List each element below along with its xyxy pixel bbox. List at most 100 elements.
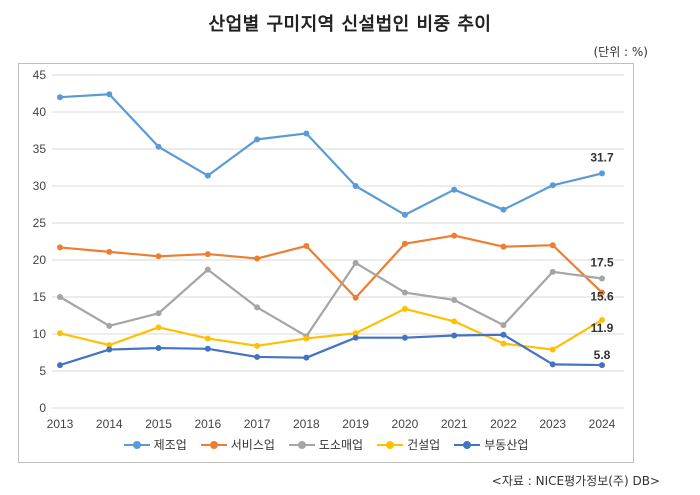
- data-point: [204, 335, 211, 342]
- data-point: [57, 362, 63, 369]
- data-point: [352, 334, 359, 341]
- data-point: [401, 305, 408, 312]
- legend-label: 제조업: [153, 438, 187, 452]
- data-point: [401, 240, 408, 247]
- legend-item: 부동산업: [454, 436, 528, 453]
- data-point: [500, 206, 507, 213]
- data-point: [352, 330, 359, 337]
- data-point: [451, 296, 458, 303]
- data-point: [401, 211, 408, 218]
- data-point: [155, 253, 162, 260]
- data-point: [599, 316, 605, 323]
- y-tick-label: 35: [33, 142, 47, 156]
- series-line-1: [59, 234, 603, 299]
- data-point: [303, 130, 310, 137]
- data-point: [155, 143, 162, 150]
- data-point: [352, 259, 359, 266]
- data-point: [500, 322, 507, 329]
- y-tick-label: 20: [33, 253, 47, 267]
- legend-label: 서비스업: [230, 438, 275, 452]
- y-tick-label: 0: [39, 401, 46, 415]
- y-tick-label: 45: [33, 68, 47, 82]
- data-point: [352, 183, 359, 189]
- data-point: [106, 346, 113, 353]
- data-label: 31.7: [590, 150, 614, 164]
- x-tick-label: 2016: [194, 417, 221, 431]
- data-point: [204, 251, 211, 258]
- data-point: [500, 340, 507, 347]
- legend-swatch: [377, 439, 404, 451]
- data-point: [57, 294, 63, 300]
- data-point: [254, 136, 261, 143]
- data-point: [155, 324, 162, 331]
- legend-item: 도소매업: [288, 436, 364, 453]
- data-point: [451, 186, 458, 193]
- x-tick-label: 2019: [342, 417, 369, 431]
- data-point: [303, 354, 310, 361]
- data-point: [303, 242, 310, 249]
- data-point: [352, 294, 359, 301]
- x-tick-label: 2017: [244, 417, 271, 431]
- unit-label: (단위 : %): [593, 45, 648, 59]
- series-line-3: [59, 307, 603, 351]
- data-point: [204, 345, 211, 352]
- data-label: 11.9: [591, 321, 614, 335]
- x-tick-label: 2023: [539, 417, 566, 431]
- data-point: [599, 170, 605, 177]
- data-point: [155, 310, 162, 317]
- data-point: [106, 322, 113, 329]
- y-tick-label: 25: [33, 216, 47, 230]
- legend-swatch: [454, 439, 481, 451]
- data-point: [500, 331, 507, 338]
- data-point: [155, 345, 162, 352]
- data-point: [451, 232, 458, 239]
- x-tick-label: 2015: [145, 417, 172, 431]
- data-label: 5.8: [594, 348, 611, 362]
- data-point: [106, 248, 113, 255]
- y-tick-label: 15: [33, 290, 47, 304]
- x-tick-label: 2014: [96, 417, 123, 431]
- chart-legend: 제조업 서비스업 도소매업 건설업 부동산업: [18, 436, 634, 453]
- data-point: [303, 335, 310, 342]
- data-point: [254, 304, 261, 311]
- data-point: [254, 255, 261, 262]
- y-tick-label: 30: [33, 179, 47, 193]
- data-point: [549, 182, 556, 189]
- data-point: [549, 361, 556, 368]
- y-tick-label: 10: [33, 327, 47, 341]
- data-point: [599, 362, 605, 369]
- data-point: [401, 289, 408, 296]
- legend-item: 제조업: [123, 436, 187, 453]
- data-point: [451, 332, 458, 339]
- x-tick-label: 2021: [441, 417, 468, 431]
- legend-swatch: [288, 439, 315, 451]
- legend-swatch: [200, 439, 227, 451]
- source-note: <자료 : NICE평가정보(주) DB>: [491, 474, 660, 488]
- data-point: [500, 243, 507, 250]
- x-tick-label: 2020: [392, 417, 419, 431]
- x-tick-label: 2018: [293, 417, 320, 431]
- legend-label: 건설업: [407, 438, 441, 452]
- data-point: [57, 244, 63, 251]
- legend-item: 건설업: [377, 436, 440, 453]
- data-point: [451, 318, 458, 325]
- series-line-4: [59, 333, 603, 367]
- data-point: [106, 342, 113, 349]
- legend-label: 도소매업: [318, 438, 364, 452]
- series-line-0: [59, 93, 603, 216]
- data-point: [254, 342, 261, 349]
- data-point: [57, 94, 63, 101]
- x-tick-label: 2022: [490, 417, 517, 431]
- data-point: [599, 289, 605, 296]
- data-label: 15.6: [590, 290, 614, 304]
- data-point: [599, 275, 605, 282]
- y-tick-label: 5: [39, 364, 46, 378]
- data-point: [549, 242, 556, 249]
- data-point: [401, 334, 408, 341]
- chart-frame: [18, 63, 634, 463]
- x-tick-label: 2024: [589, 417, 616, 431]
- data-point: [106, 91, 113, 98]
- x-tick-label: 2013: [47, 417, 74, 431]
- data-point: [57, 330, 63, 337]
